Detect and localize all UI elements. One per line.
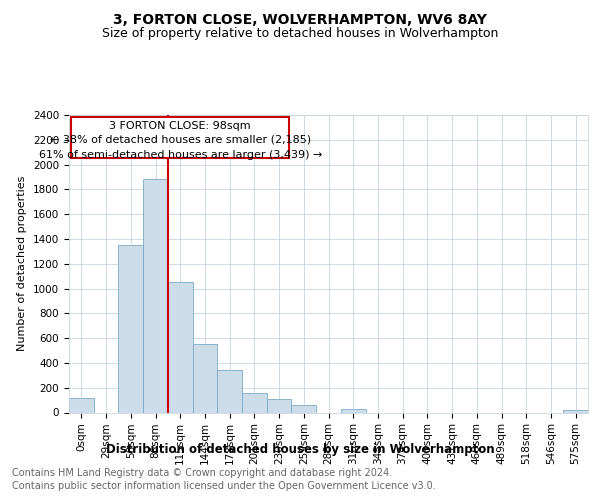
Text: 3, FORTON CLOSE, WOLVERHAMPTON, WV6 8AY: 3, FORTON CLOSE, WOLVERHAMPTON, WV6 8AY [113, 12, 487, 26]
Y-axis label: Number of detached properties: Number of detached properties [17, 176, 28, 352]
Bar [143, 180, 168, 412]
Text: Size of property relative to detached houses in Wolverhampton: Size of property relative to detached ho… [102, 28, 498, 40]
Text: ← 38% of detached houses are smaller (2,185): ← 38% of detached houses are smaller (2,… [50, 134, 311, 144]
Bar [217, 370, 242, 412]
Bar [69, 398, 94, 412]
Text: Contains public sector information licensed under the Open Government Licence v3: Contains public sector information licen… [12, 481, 436, 491]
Bar [563, 410, 588, 412]
Bar [341, 409, 365, 412]
Text: Distribution of detached houses by size in Wolverhampton: Distribution of detached houses by size … [106, 442, 494, 456]
Text: 61% of semi-detached houses are larger (3,439) →: 61% of semi-detached houses are larger (… [38, 150, 322, 160]
Bar [292, 405, 316, 412]
Bar [242, 392, 267, 412]
Bar [193, 344, 217, 412]
Bar [168, 282, 193, 412]
Text: 3 FORTON CLOSE: 98sqm: 3 FORTON CLOSE: 98sqm [109, 121, 251, 131]
Text: Contains HM Land Registry data © Crown copyright and database right 2024.: Contains HM Land Registry data © Crown c… [12, 468, 392, 477]
Bar [267, 399, 292, 412]
Bar [71, 118, 289, 158]
Bar [118, 245, 143, 412]
